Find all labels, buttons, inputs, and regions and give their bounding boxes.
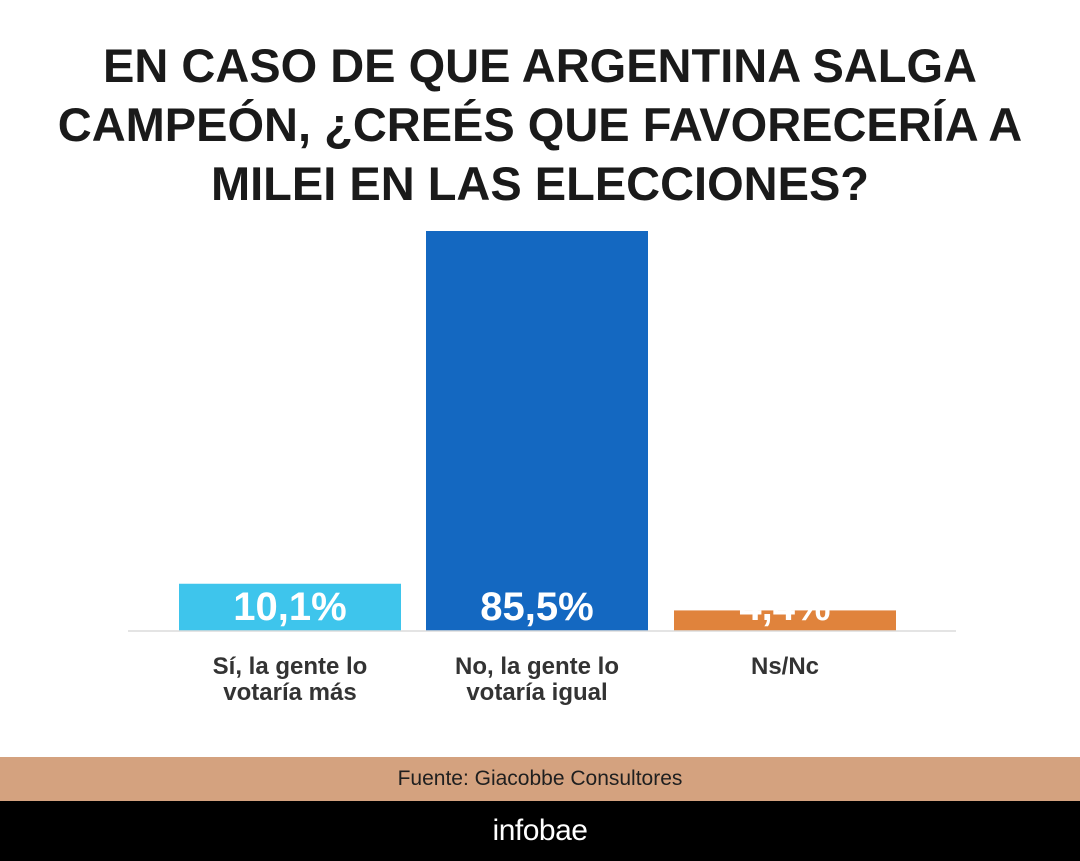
category-label-2-line-2: votaría igual [466,679,607,706]
title-line-3: MILEI EN LAS ELECCIONES? [210,157,870,210]
value-label-3: 4,4% [739,585,830,629]
chart-title: EN CASO DE QUE ARGENTINA SALGA CAMPEÓN, … [40,36,1040,213]
category-label-1-line-2: votaría más [223,679,356,706]
category-label-2-line-1: No, la gente lo [455,653,619,680]
source-text: Fuente: Giacobbe Consultores [397,767,683,790]
bar-3 [674,610,896,631]
infobae-logo: infobae [492,814,588,847]
bar-2 [426,231,648,631]
title-line-2: CAMPEÓN, ¿CREÉS QUE FAVORECERÍA A [57,98,1023,151]
source-band: Fuente: Giacobbe Consultores [0,757,1080,801]
category-label-1-line-1: Sí, la gente lo [213,653,368,680]
bar-1 [179,583,401,631]
value-label-1: 10,1% [233,585,346,629]
value-label-2: 85,5% [480,585,593,629]
title-line-1: EN CASO DE QUE ARGENTINA SALGA [103,39,977,92]
category-label-3-line-1: Ns/Nc [751,653,819,680]
footer-band: infobae [0,801,1080,861]
